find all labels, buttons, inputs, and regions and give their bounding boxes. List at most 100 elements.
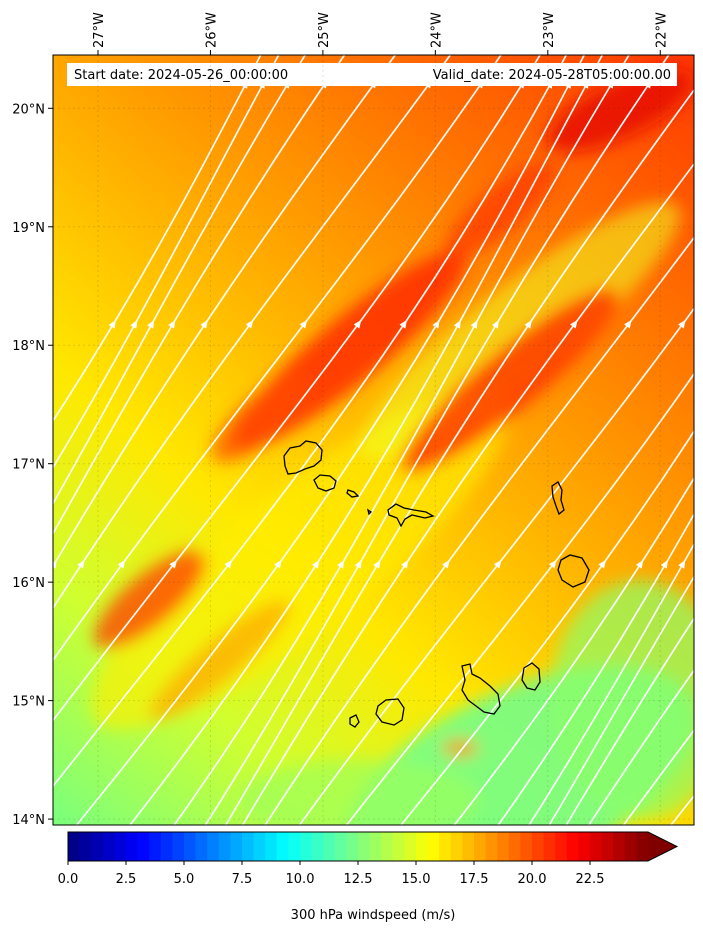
streamline-arrow: [432, 320, 440, 329]
streamline: [497, 512, 694, 825]
colorbar-cell: [624, 832, 637, 861]
streamline: [528, 542, 694, 825]
colorbar-cell: [555, 832, 568, 861]
colorbar-cell: [508, 832, 521, 861]
streamline-arrow: [401, 560, 409, 569]
start-date-text: Start date: 2024-05-26_00:00:00: [74, 68, 288, 83]
colorbar-cell: [300, 832, 313, 861]
streamline: [345, 372, 694, 825]
streamline: [565, 616, 694, 825]
streamline: [53, 55, 307, 506]
colorbar-cell: [184, 832, 197, 861]
streamline-arrow: [524, 320, 532, 329]
lat-tick-label: 16°N: [12, 576, 45, 591]
streamline-arrow: [53, 560, 57, 569]
streamline-arrow: [624, 320, 632, 329]
colorbar-cell: [485, 832, 498, 861]
colorbar-cell: [218, 832, 231, 861]
date-info-background: [67, 63, 677, 86]
colorbar-cell: [242, 832, 255, 861]
map-frame: [52, 54, 695, 826]
colorbar-tick-label: 17.5: [460, 872, 489, 887]
date-info-box: Start date: 2024-05-26_00:00:00 Valid_da…: [67, 63, 677, 86]
island-boa-vista: [557, 554, 590, 588]
colorbar-cell: [601, 832, 614, 861]
island-santo-antao: [283, 440, 323, 475]
lat-tick-label: 20°N: [12, 102, 45, 117]
streamline: [53, 55, 346, 536]
streamline-arrow: [399, 320, 407, 329]
streamline-arrow: [117, 560, 126, 569]
streamline-arrow: [130, 320, 138, 329]
colorbar-extend-arrow: [648, 832, 677, 861]
streamline-arrow: [168, 320, 176, 329]
island-brava: [349, 714, 360, 728]
streamline: [128, 55, 604, 825]
streamline: [53, 55, 452, 610]
colorbar-label: 300 hPa windspeed (m/s): [291, 908, 456, 923]
island-branco: [366, 508, 373, 516]
streamline-arrow: [354, 560, 362, 569]
streamline-arrow: [678, 320, 686, 329]
streamline-arrow: [453, 320, 461, 329]
streamline-arrow: [570, 320, 578, 329]
colorbar-cell: [450, 832, 463, 861]
colorbar-cell: [91, 832, 104, 861]
colorbar-cell: [114, 832, 127, 861]
island-sao-vicente: [313, 474, 337, 492]
colorbar-tick-label: 0.0: [58, 872, 79, 887]
streamline-arrow: [598, 560, 606, 569]
streamline-arrow: [169, 560, 178, 569]
colorbar-cell: [439, 832, 452, 861]
island-coastlines: [283, 440, 590, 728]
streamline: [399, 429, 694, 825]
colorbar-cell: [68, 832, 81, 861]
lon-tick-label: 27°W: [92, 12, 107, 48]
streamline: [241, 162, 694, 825]
windspeed-field: [14, 55, 694, 825]
colorbar-tick-label: 2.5: [116, 872, 137, 887]
colorbar-tick-label: 7.5: [232, 872, 253, 887]
streamline-arrow: [337, 560, 345, 569]
lat-tick-label: 19°N: [12, 221, 45, 236]
streamline: [173, 55, 630, 825]
colorbar-cell: [404, 832, 417, 861]
colorbar-cell: [253, 832, 266, 861]
colorbar-cell: [334, 832, 347, 861]
streamline-arrow: [14, 560, 21, 569]
streamline: [224, 88, 694, 825]
streamline: [453, 476, 694, 825]
colorbar-cell: [323, 832, 336, 861]
colorbar-outline: [67, 831, 679, 862]
lon-tick-label: 26°W: [204, 12, 219, 48]
island-santa-luzia: [346, 489, 360, 498]
colorbar-cell: [636, 832, 649, 861]
lat-tick-label: 15°N: [12, 695, 45, 710]
lon-tick-label: 24°W: [429, 12, 444, 48]
latitude-ticks: 20°N 19°N 18°N 17°N 16°N 15°N 14°N: [12, 102, 694, 828]
colorbar-cell: [265, 832, 278, 861]
streamline-arrow: [245, 320, 254, 329]
colorbar-cell: [566, 832, 579, 861]
streamline: [264, 236, 694, 825]
colorbar-cell: [172, 832, 185, 861]
lon-tick-label: 25°W: [317, 12, 332, 48]
streamline: [298, 307, 694, 825]
streamline-arrow: [660, 560, 668, 569]
streamline-arrow: [678, 560, 686, 569]
colorbar-cell: [462, 832, 475, 861]
colorbar-cell: [613, 832, 626, 861]
streamline-arrow: [470, 320, 478, 329]
colorbar: 0.0 2.5 5.0 7.5 10.0 12.5 15.0 17.5 20.0 22.5 300…: [58, 831, 679, 923]
lat-tick-label: 17°N: [12, 458, 45, 473]
colorbar-tick-label: 5.0: [174, 872, 195, 887]
colorbar-cells: [68, 832, 649, 861]
colorbar-cell: [392, 832, 405, 861]
map-panel: Start date: 2024-05-26_00:00:00 Valid_da…: [12, 12, 695, 828]
valid-date-text: Valid_date: 2024-05-28T05:00:00.00: [433, 68, 671, 83]
colorbar-cell: [149, 832, 162, 861]
colorbar-cell: [497, 832, 510, 861]
streamline-arrow: [442, 560, 450, 569]
streamline: [53, 55, 280, 470]
